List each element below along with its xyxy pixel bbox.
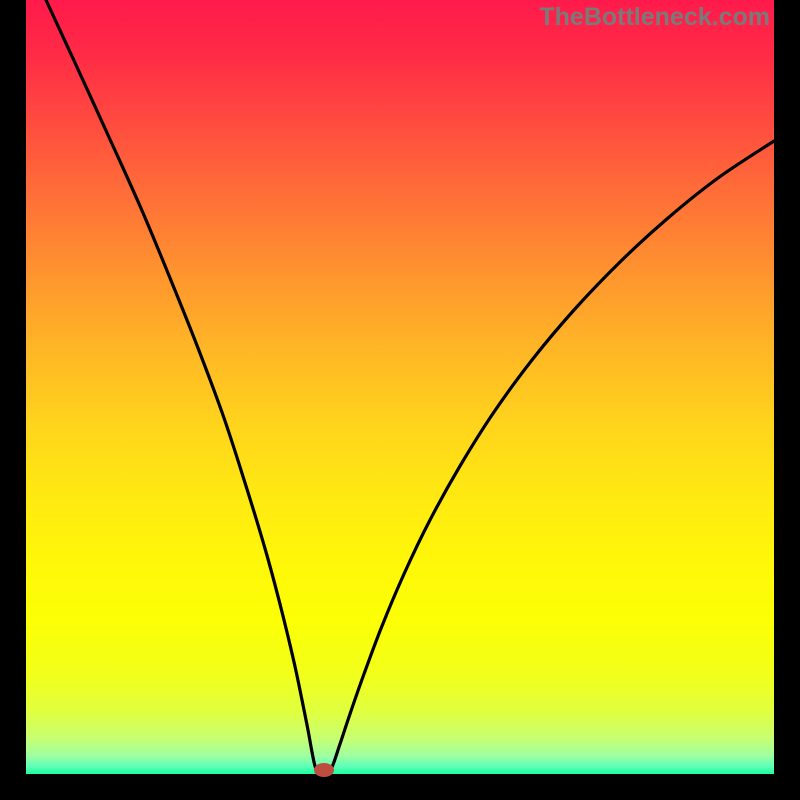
curve-left-branch [46,0,318,772]
bottleneck-curve [0,0,800,800]
chart-canvas: TheBottleneck.com [0,0,800,800]
watermark-text: TheBottleneck.com [539,3,770,32]
curve-right-branch [330,141,774,772]
vertex-marker [314,763,334,777]
